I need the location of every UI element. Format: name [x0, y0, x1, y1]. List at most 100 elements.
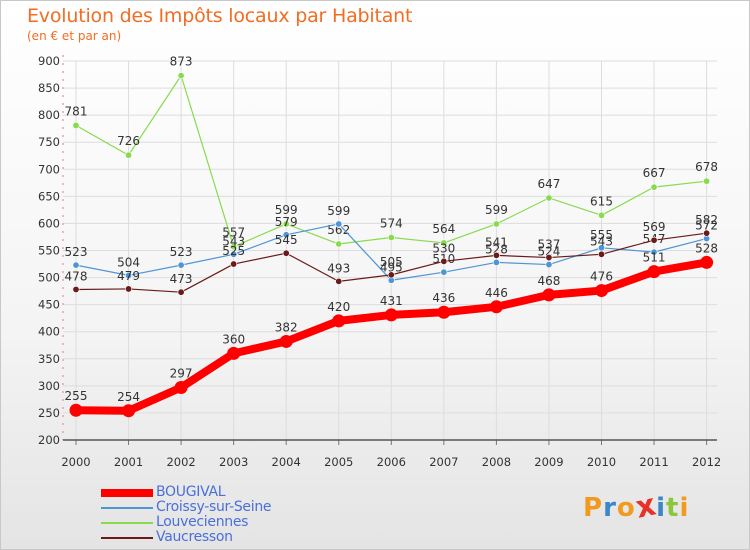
data-label: 297 [170, 366, 193, 380]
x-tick-label: 2006 [377, 455, 406, 469]
data-point [177, 261, 185, 269]
legend-label: BOUGIVAL [156, 484, 226, 500]
data-label: 473 [170, 272, 193, 286]
x-tick-label: 2007 [429, 455, 458, 469]
x-tick-label: 2002 [166, 455, 195, 469]
data-label: 360 [222, 332, 245, 346]
data-label: 564 [432, 222, 455, 236]
data-label: 476 [590, 270, 613, 284]
data-label: 478 [65, 269, 88, 283]
data-point [230, 243, 238, 251]
data-point [440, 257, 448, 265]
data-point [650, 236, 658, 244]
data-label: 557 [222, 226, 245, 240]
data-point [72, 285, 80, 293]
x-tick-label: 2012 [692, 455, 721, 469]
data-point [122, 404, 136, 418]
data-point [647, 265, 661, 279]
data-point [703, 229, 711, 237]
y-tick-label: 350 [38, 352, 60, 366]
data-point [227, 346, 241, 360]
data-point [335, 220, 343, 228]
x-tick-label: 2004 [272, 455, 301, 469]
data-point [545, 194, 553, 202]
logo-letter: o [616, 493, 636, 523]
y-tick-label: 450 [38, 298, 60, 312]
data-label: 446 [485, 286, 508, 300]
x-tick-label: 2011 [639, 455, 668, 469]
data-point [125, 285, 133, 293]
data-point [492, 258, 500, 266]
y-tick-label: 300 [38, 379, 60, 393]
data-label: 555 [590, 228, 613, 242]
y-tick-label: 650 [38, 189, 60, 203]
data-label: 493 [327, 261, 350, 275]
data-label: 582 [695, 213, 718, 227]
data-label: 873 [170, 55, 193, 69]
y-tick-label: 800 [38, 108, 60, 122]
legend-swatch [101, 537, 153, 539]
logo-letter: t [666, 493, 680, 523]
logo-letter: r [603, 493, 617, 523]
data-label: 541 [485, 235, 508, 249]
data-label: 431 [380, 294, 403, 308]
data-label: 574 [380, 217, 403, 231]
x-tick-label: 2009 [534, 455, 563, 469]
logo-letter: i [679, 493, 690, 523]
data-label: 579 [275, 215, 298, 229]
data-point [437, 305, 451, 319]
data-label: 468 [537, 274, 560, 288]
data-label: 678 [695, 160, 718, 174]
data-label: 525 [222, 244, 245, 258]
x-tick-label: 2005 [324, 455, 353, 469]
x-tick-label: 2000 [61, 455, 90, 469]
data-label: 524 [537, 245, 560, 259]
data-point [125, 151, 133, 159]
data-label: 523 [170, 245, 193, 259]
y-tick-label: 850 [38, 81, 60, 95]
data-point [489, 300, 503, 314]
data-label: 543 [222, 234, 245, 248]
data-point [492, 220, 500, 228]
data-label: 667 [643, 166, 666, 180]
data-point [177, 288, 185, 296]
data-point [545, 254, 553, 262]
data-point [177, 72, 185, 80]
data-point [174, 380, 188, 394]
data-point [279, 334, 293, 348]
y-tick-label: 700 [38, 162, 60, 176]
y-tick-label: 250 [38, 406, 60, 420]
data-label: 436 [432, 291, 455, 305]
data-point [650, 248, 658, 256]
data-point [387, 234, 395, 242]
data-label: 599 [275, 203, 298, 217]
data-label: 537 [537, 238, 560, 252]
legend-swatch [101, 489, 153, 497]
data-point [384, 308, 398, 322]
data-label: 523 [65, 245, 88, 259]
y-tick-label: 550 [38, 244, 60, 258]
data-point [72, 261, 80, 269]
data-label: 530 [432, 241, 455, 255]
data-point [387, 271, 395, 279]
data-label: 511 [643, 251, 666, 265]
x-tick-label: 2001 [114, 455, 143, 469]
y-tick-label: 600 [38, 216, 60, 230]
y-tick-label: 500 [38, 271, 60, 285]
data-label: 545 [275, 233, 298, 247]
data-point [545, 261, 553, 269]
y-tick-label: 200 [38, 433, 60, 447]
data-label: 647 [537, 177, 560, 191]
y-tick-label: 400 [38, 325, 60, 339]
data-point [595, 284, 608, 298]
legend-label: Louveciennes [156, 514, 249, 530]
data-point [72, 121, 80, 129]
data-point [125, 271, 133, 279]
logo-letter: P [583, 493, 604, 523]
data-point [597, 250, 605, 258]
data-label: 420 [327, 300, 350, 314]
data-label: 781 [65, 104, 88, 118]
legend-swatch [101, 507, 153, 509]
data-label: 504 [117, 255, 140, 269]
chart-title: Evolution des Impôts locaux par Habitant [27, 5, 413, 27]
